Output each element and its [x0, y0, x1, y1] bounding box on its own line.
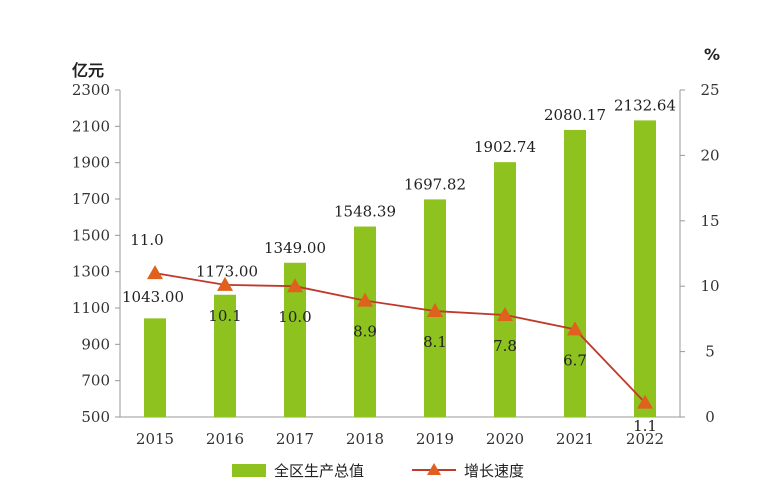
left-tick-label: 1700 [72, 190, 110, 208]
right-tick-label: 5 [705, 343, 715, 361]
bar [214, 294, 236, 417]
right-tick-label: 25 [700, 81, 719, 99]
x-tick-label: 2019 [416, 430, 454, 448]
left-tick-label: 1100 [72, 299, 110, 317]
legend-swatch-growth [412, 463, 456, 475]
bar-value-label: 1173.00 [196, 263, 258, 281]
bar-series [144, 120, 656, 417]
line-value-labels: 11.0 10.1 10.0 8.9 8.1 7.8 6.7 1.1 [130, 231, 657, 435]
x-tick-label: 2016 [206, 430, 244, 448]
x-axis-ticks: 2015 2016 2017 2018 2019 2020 2021 2022 [136, 430, 664, 448]
legend-label-gdp: 全区生产总值 [274, 461, 365, 480]
bar [354, 226, 376, 417]
left-tick-label: 500 [81, 408, 110, 426]
bar-value-label: 2132.64 [614, 96, 676, 114]
left-tick-label: 700 [81, 372, 110, 390]
growth-marker [427, 303, 443, 318]
right-axis-unit: % [704, 45, 720, 64]
growth-value-label: 6.7 [563, 351, 587, 369]
growth-marker [637, 394, 653, 409]
legend-label-growth: 增长速度 [464, 461, 525, 480]
right-tick-label: 20 [700, 146, 719, 164]
bar [564, 129, 586, 417]
line-series [147, 265, 653, 409]
right-tick-label: 15 [700, 212, 719, 230]
growth-value-label: 1.1 [633, 417, 657, 435]
growth-value-label: 8.1 [423, 333, 447, 351]
bar-value-label: 1548.39 [334, 203, 396, 221]
growth-marker [147, 265, 163, 280]
growth-value-label: 10.1 [208, 307, 241, 325]
bar-value-label: 2080.17 [544, 106, 606, 124]
left-axis-ticks: 500 700 900 1100 1300 1500 1700 1900 2100 2300 [72, 81, 120, 426]
left-tick-label: 2100 [72, 117, 110, 135]
bar-value-labels: 1043.00 1173.00 1349.00 1548.39 1697.82 1902.… [122, 96, 676, 306]
bar-value-label: 1902.74 [474, 138, 536, 156]
bar-value-label: 1043.00 [122, 288, 184, 306]
bar [494, 162, 516, 417]
chart-canvas: 亿元 % 500 700 900 1100 1300 1500 1700 1900 2100 23… [72, 45, 720, 448]
growth-marker [357, 292, 373, 307]
left-axis-unit: 亿元 [72, 61, 104, 80]
x-tick-label: 2021 [556, 430, 594, 448]
growth-value-label: 7.8 [493, 337, 517, 355]
bar-value-label: 1349.00 [264, 239, 326, 257]
growth-line [154, 272, 646, 404]
x-tick-label: 2018 [346, 430, 384, 448]
left-tick-label: 1500 [72, 226, 110, 244]
bar [144, 318, 166, 417]
growth-marker [217, 276, 233, 291]
x-tick-label: 2015 [136, 430, 174, 448]
growth-marker [287, 278, 303, 293]
legend: 全区生产总值 增长速度 [0, 455, 768, 485]
bar-value-label: 1697.82 [404, 175, 466, 193]
right-axis-ticks: 0 5 10 15 20 25 [680, 81, 720, 426]
left-tick-label: 1900 [72, 154, 110, 172]
growth-value-label: 11.0 [130, 231, 163, 249]
right-tick-label: 10 [700, 277, 719, 295]
growth-marker [497, 306, 513, 321]
x-tick-label: 2017 [276, 430, 314, 448]
growth-value-label: 8.9 [353, 323, 377, 341]
legend-item-growth: 增长速度 [412, 455, 524, 485]
growth-marker [567, 321, 583, 336]
left-tick-label: 1300 [72, 263, 110, 281]
right-tick-label: 0 [705, 408, 715, 426]
bar [634, 120, 656, 417]
x-tick-label: 2020 [486, 430, 524, 448]
legend-swatch-gdp [232, 463, 266, 477]
left-tick-label: 2300 [72, 81, 110, 99]
left-tick-label: 900 [81, 335, 110, 353]
growth-value-label: 10.0 [278, 308, 311, 326]
bar [284, 262, 306, 417]
x-tick-label: 2022 [626, 430, 664, 448]
legend-item-gdp: 全区生产总值 [232, 455, 364, 485]
